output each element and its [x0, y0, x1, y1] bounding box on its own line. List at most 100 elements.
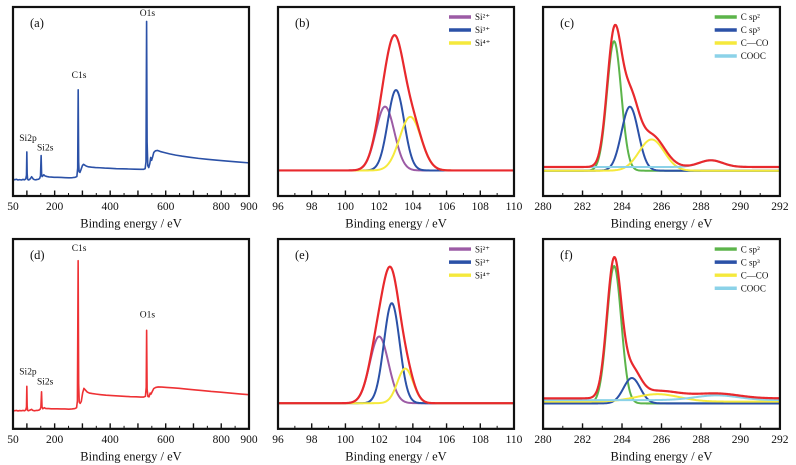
x-axis-label: Binding energy / eV — [345, 217, 447, 231]
panel-c: 280 282 284 286 288 290 292 Binding energy / eV… — [530, 0, 796, 232]
x-tick-label: 292 — [771, 201, 789, 213]
x-tick-label: 600 — [157, 201, 175, 213]
component-curve-2 — [543, 138, 780, 172]
x-tick-label: 108 — [472, 434, 489, 446]
x-axis-label: Binding energy / eV — [345, 449, 446, 463]
x-tick-label: 200 — [46, 434, 63, 446]
plot-area — [13, 239, 249, 429]
x-tick-label: 284 — [613, 201, 631, 213]
envelope-curve — [543, 23, 780, 169]
plot-border — [11, 5, 251, 198]
x-tick-label: 900 — [240, 201, 258, 213]
panel-letter: (c) — [560, 16, 574, 30]
plot-area — [13, 7, 249, 196]
legend-label: Si³⁺ — [475, 257, 490, 267]
x-tick-label: 96 — [272, 201, 284, 213]
panel-f-chart: 280 282 284 286 288 290 292 Binding energy / eV… — [534, 237, 789, 463]
panel-b-chart: 96 98 100 102 104 106 108 110 Binding energy / e… — [272, 5, 523, 231]
legend-label: C sp³ — [741, 257, 760, 267]
x-tick-label: 98 — [306, 434, 318, 446]
plot-border — [541, 237, 782, 430]
peak-annotation: Si2p — [19, 134, 37, 144]
legend-label: Si²⁺ — [475, 244, 490, 254]
legend-label: C sp² — [741, 244, 760, 254]
plot-border — [541, 5, 782, 198]
x-tick-label: 290 — [732, 434, 750, 446]
x-tick-label: 800 — [213, 201, 231, 213]
legend-label: C sp³ — [741, 25, 760, 35]
plot-border — [276, 5, 516, 198]
legend-label: Si³⁺ — [475, 25, 490, 35]
envelope-curve — [278, 34, 514, 172]
panel-d: 50 200 400 600 800 900 Binding energy / eV Si2p… — [0, 232, 265, 465]
x-axis-label: Binding energy / eV — [80, 449, 181, 463]
x-axis-label: Binding energy / eV — [611, 449, 713, 463]
panel-e-chart: 96 98 100 102 104 106 108 110 Binding energy / e… — [272, 237, 523, 463]
panel-c-chart: 280 282 284 286 288 290 292 Binding energy / eV… — [534, 5, 789, 230]
legend-label: COOC — [741, 51, 766, 61]
panel-letter: (a) — [30, 16, 44, 30]
panel-a: 50 200 400 600 800 900 Binding energy / eV Si2p… — [0, 0, 265, 232]
curves-group — [13, 259, 249, 412]
peak-annotation: C1s — [72, 71, 87, 81]
x-tick-label: 282 — [574, 201, 592, 213]
curves-group — [278, 34, 514, 172]
panel-f: 280 282 284 286 288 290 292 Binding energy / eV… — [530, 232, 796, 465]
x-tick-label: 100 — [337, 201, 355, 213]
x-tick-label: 50 — [7, 201, 19, 213]
curves-group — [543, 23, 780, 172]
x-tick-label: 400 — [102, 201, 120, 213]
x-tick-label: 400 — [102, 434, 119, 446]
component-curve-1 — [543, 377, 780, 405]
curves-group — [543, 256, 780, 405]
peak-annotation: C1s — [72, 244, 87, 254]
envelope-curve — [278, 265, 514, 405]
curves-group — [278, 265, 514, 405]
x-tick-label: 800 — [213, 434, 230, 446]
panel-e: 96 98 100 102 104 106 108 110 Binding energy / e… — [265, 232, 530, 465]
peak-annotation: O1s — [140, 9, 156, 19]
x-tick-label: 284 — [613, 434, 631, 446]
x-tick-label: 282 — [574, 434, 592, 446]
x-tick-label: 50 — [7, 434, 19, 446]
x-tick-label: 104 — [404, 434, 421, 446]
x-tick-label: 106 — [438, 201, 456, 213]
peak-annotation: Si2s — [37, 378, 54, 388]
curves-group — [13, 20, 249, 181]
x-tick-label: 292 — [771, 434, 789, 446]
x-tick-label: 104 — [404, 201, 422, 213]
panel-letter: (d) — [30, 248, 45, 262]
legend-label: C sp² — [741, 12, 760, 22]
x-tick-label: 110 — [506, 434, 523, 446]
legend-label: COOC — [741, 283, 766, 293]
peak-annotation: Si2p — [19, 368, 37, 378]
x-tick-label: 286 — [653, 434, 671, 446]
x-tick-label: 288 — [692, 434, 710, 446]
panel-b: 96 98 100 102 104 106 108 110 Binding energy / e… — [265, 0, 530, 232]
plot-area — [278, 239, 514, 429]
legend-label: C—CO — [741, 270, 769, 280]
panel-d-chart: 50 200 400 600 800 900 Binding energy / eV Si2p… — [7, 237, 258, 463]
x-tick-label: 110 — [506, 201, 523, 213]
peak-annotation: O1s — [140, 311, 156, 321]
panel-letter: (b) — [295, 16, 310, 30]
plot-border — [11, 237, 251, 430]
panel-letter: (f) — [560, 248, 573, 262]
plot-border — [276, 237, 516, 430]
x-tick-label: 102 — [371, 201, 389, 213]
legend-label: Si⁴⁺ — [475, 270, 491, 280]
x-tick-label: 98 — [306, 201, 318, 213]
survey-spectrum-curve — [13, 20, 249, 181]
plot-area — [278, 7, 514, 196]
panel-a-chart: 50 200 400 600 800 900 Binding energy / eV Si2p… — [7, 5, 258, 231]
survey-spectrum-curve — [13, 259, 249, 412]
x-tick-label: 108 — [472, 201, 490, 213]
component-curve-2 — [543, 393, 780, 403]
x-tick-label: 280 — [534, 201, 552, 213]
plot-area — [543, 7, 780, 196]
panel-letter: (e) — [295, 248, 309, 262]
x-axis-label: Binding energy / eV — [80, 217, 182, 231]
x-tick-label: 900 — [240, 434, 257, 446]
x-tick-label: 280 — [534, 434, 552, 446]
